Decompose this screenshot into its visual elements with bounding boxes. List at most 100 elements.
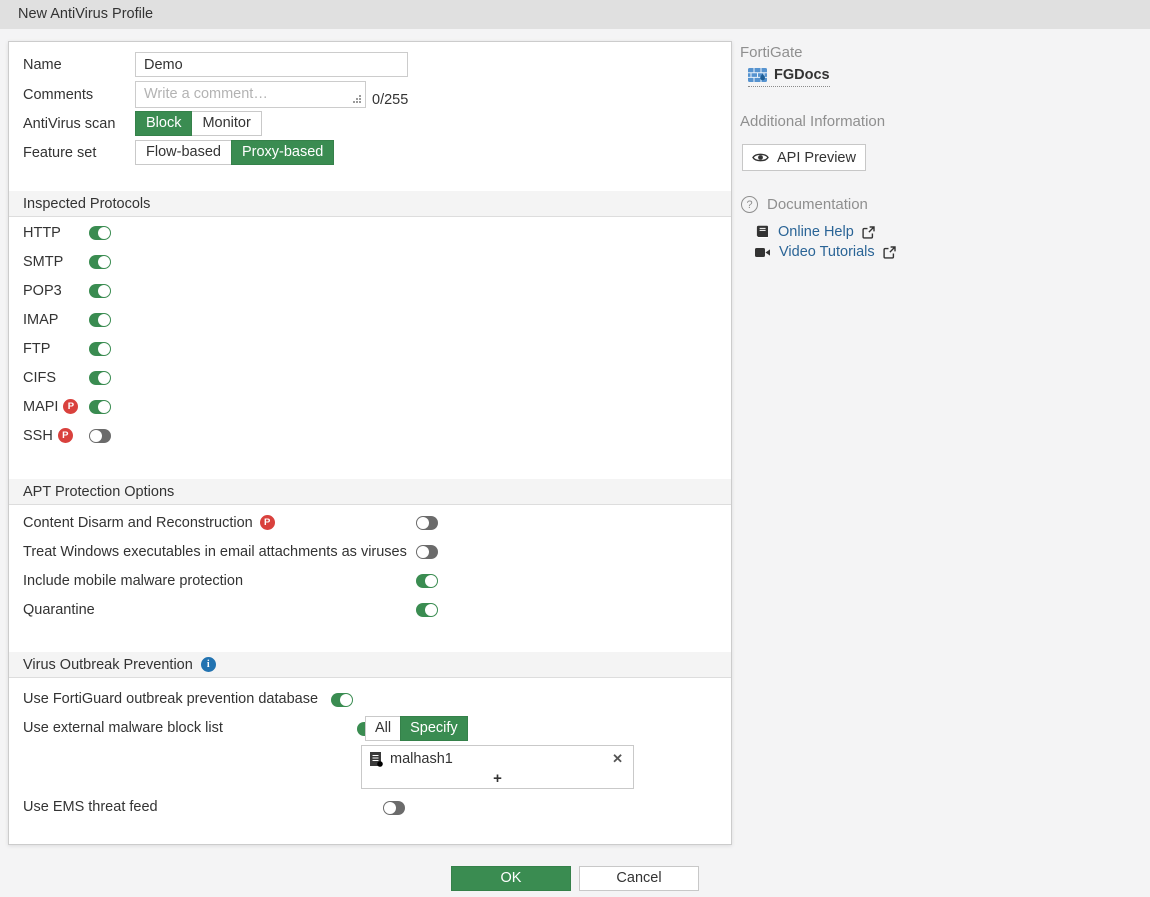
video-tutorials-label[interactable]: Video Tutorials <box>779 244 875 260</box>
blocklist-entry-row[interactable]: malhash1 ✕ <box>362 746 633 772</box>
external-link-icon <box>862 225 875 239</box>
video-camera-icon <box>755 247 771 258</box>
apt-label: Include mobile malware protection <box>23 572 244 589</box>
feature-option-proxy[interactable]: Proxy-based <box>230 140 335 165</box>
protocol-list: HTTP SMTP POP3 IMAP FTP CIFS MAPI P <box>9 218 731 450</box>
protocol-row-cifs: CIFS <box>9 363 731 392</box>
quarantine-toggle[interactable] <box>416 602 438 617</box>
feature-option-flow[interactable]: Flow-based <box>135 140 232 165</box>
protocol-row-ftp: FTP <box>9 334 731 363</box>
remove-entry-button[interactable]: ✕ <box>612 751 623 766</box>
apt-row-mobile-malware: Include mobile malware protection <box>9 566 731 595</box>
blocklist-entry-name: malhash1 <box>390 751 453 767</box>
name-label: Name <box>23 56 62 73</box>
proxy-mode-badge: P <box>63 399 79 414</box>
name-input[interactable] <box>135 52 408 77</box>
comments-placeholder: Write a comment… <box>144 86 268 102</box>
antivirus-scan-segmented: Block Monitor <box>135 111 262 136</box>
fortigate-device-name: FGDocs <box>774 67 830 83</box>
antivirus-profile-form: Name Comments Write a comment… 0/255 Ant… <box>8 41 732 845</box>
blocklist-entry-box: malhash1 ✕ + <box>361 745 634 789</box>
apt-list: Content Disarm and Reconstruction P Trea… <box>9 508 731 624</box>
comments-counter: 0/255 <box>372 92 409 108</box>
external-link-icon <box>883 245 896 259</box>
protocol-row-smtp: SMTP <box>9 247 731 276</box>
cdr-toggle[interactable] <box>416 515 438 530</box>
antivirus-scan-row: AntiVirus scan Block Monitor <box>23 111 717 136</box>
protocol-label: SMTP <box>23 253 64 270</box>
blocklist-option-all[interactable]: All <box>365 716 402 741</box>
protocol-label: SSH <box>23 427 53 444</box>
apt-row-windows-exe: Treat Windows executables in email attac… <box>9 537 731 566</box>
feature-set-row: Feature set Flow-based Proxy-based <box>23 140 717 165</box>
ok-button[interactable]: OK <box>451 866 571 891</box>
online-help-label[interactable]: Online Help <box>778 224 854 240</box>
section-apt-protection: APT Protection Options <box>9 479 731 505</box>
blocklist-mode-segmented: All Specify <box>365 716 468 741</box>
protocol-row-imap: IMAP <box>9 305 731 334</box>
documentation-links: Online Help Video Tutorials <box>755 224 896 260</box>
protocol-row-mapi: MAPI P <box>9 392 731 421</box>
antivirus-scan-label: AntiVirus scan <box>23 115 116 132</box>
book-icon <box>755 225 770 239</box>
section-virus-outbreak: Virus Outbreak Prevention i <box>9 652 731 678</box>
ems-threat-feed-toggle[interactable] <box>383 801 406 815</box>
ssh-toggle[interactable] <box>89 428 111 443</box>
scan-option-monitor[interactable]: Monitor <box>191 111 262 136</box>
proxy-mode-badge: P <box>57 428 73 443</box>
add-entry-button[interactable]: + <box>493 770 502 787</box>
ftp-toggle[interactable] <box>89 341 111 356</box>
protocol-label: CIFS <box>23 369 57 386</box>
scan-option-block[interactable]: Block <box>135 111 193 136</box>
section-title: Inspected Protocols <box>23 195 151 212</box>
protocol-label: FTP <box>23 340 51 357</box>
apt-row-cdr: Content Disarm and Reconstruction P <box>9 508 731 537</box>
documentation-title-text: Documentation <box>767 196 868 213</box>
additional-info-section-title: Additional Information <box>740 113 886 130</box>
pop3-toggle[interactable] <box>89 283 111 298</box>
blocklist-entry-icon <box>370 751 383 767</box>
api-preview-label: API Preview <box>777 149 856 166</box>
external-blocklist-label: Use external malware block list <box>23 720 223 736</box>
protocol-label: HTTP <box>23 224 61 241</box>
fortigate-section-title: FortiGate <box>740 44 803 61</box>
documentation-section-title: ? Documentation <box>741 196 868 213</box>
protocol-row-ssh: SSH P <box>9 421 731 450</box>
fortigate-device-icon <box>748 68 767 82</box>
info-icon[interactable]: i <box>200 657 216 672</box>
section-title: Virus Outbreak Prevention <box>23 656 193 673</box>
cancel-button[interactable]: Cancel <box>579 866 699 891</box>
protocol-label: IMAP <box>23 311 59 328</box>
apt-row-quarantine: Quarantine <box>9 595 731 624</box>
windows-exe-toggle[interactable] <box>416 544 438 559</box>
section-inspected-protocols: Inspected Protocols <box>9 191 731 217</box>
online-help-link[interactable]: Online Help <box>755 224 896 240</box>
protocol-label: MAPI <box>23 398 59 415</box>
apt-label: Content Disarm and Reconstruction <box>23 514 253 531</box>
apt-label: Quarantine <box>23 601 95 618</box>
cifs-toggle[interactable] <box>89 370 111 385</box>
comments-input[interactable]: Write a comment… <box>135 81 366 108</box>
mapi-toggle[interactable] <box>89 399 111 414</box>
section-title: APT Protection Options <box>23 483 175 500</box>
eye-icon <box>752 152 769 163</box>
protocol-label: POP3 <box>23 282 62 299</box>
video-tutorials-link[interactable]: Video Tutorials <box>755 244 896 260</box>
protocol-row-pop3: POP3 <box>9 276 731 305</box>
imap-toggle[interactable] <box>89 312 111 327</box>
mobile-malware-toggle[interactable] <box>416 573 438 588</box>
http-toggle[interactable] <box>89 225 111 240</box>
ems-threat-feed-label: Use EMS threat feed <box>23 799 158 815</box>
feature-set-segmented: Flow-based Proxy-based <box>135 140 335 165</box>
feature-set-label: Feature set <box>23 144 97 161</box>
comments-label: Comments <box>23 86 94 103</box>
api-preview-button[interactable]: API Preview <box>742 144 866 171</box>
help-circle-icon: ? <box>741 196 758 213</box>
fortiguard-db-toggle[interactable] <box>331 693 353 707</box>
resize-handle-icon[interactable] <box>353 95 361 103</box>
blocklist-option-specify[interactable]: Specify <box>400 716 468 741</box>
smtp-toggle[interactable] <box>89 254 111 269</box>
comments-row: Comments Write a comment… 0/255 <box>23 81 717 108</box>
fortigate-device-link[interactable]: FGDocs <box>748 67 830 87</box>
fortiguard-db-label: Use FortiGuard outbreak prevention datab… <box>23 691 319 707</box>
